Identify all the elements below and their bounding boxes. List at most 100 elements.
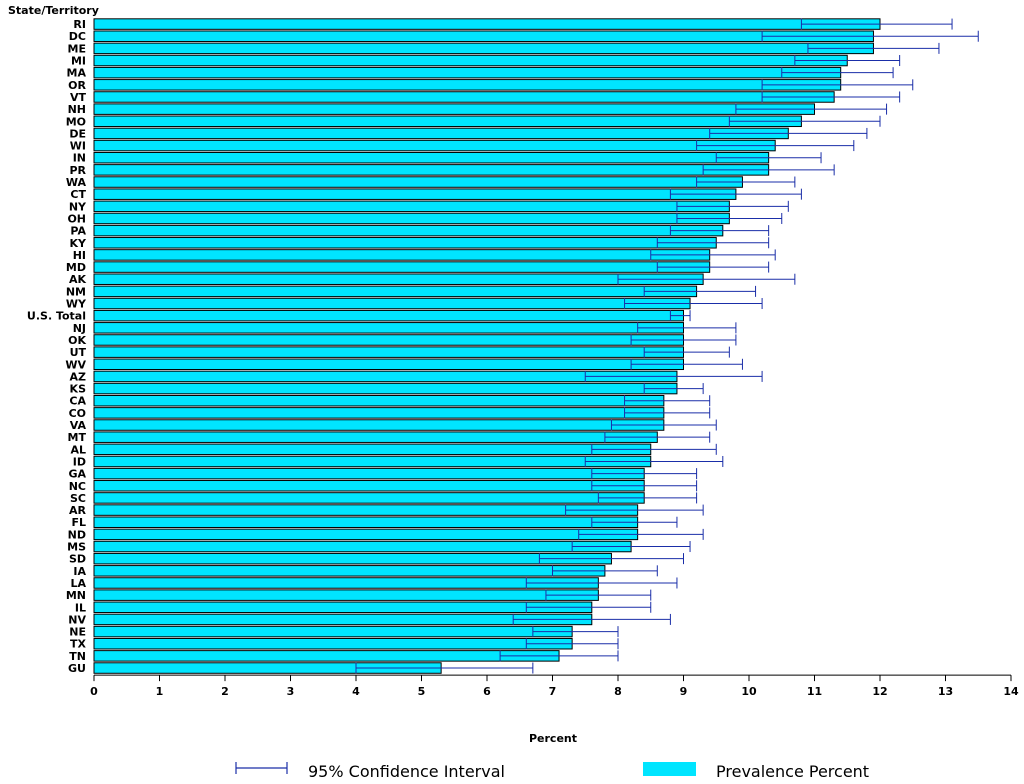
error-bar bbox=[794, 55, 901, 67]
category-label: AK bbox=[69, 273, 87, 286]
error-bar bbox=[565, 504, 704, 516]
bar bbox=[93, 431, 658, 443]
bar bbox=[93, 115, 802, 128]
x-tick-label: 9 bbox=[680, 685, 688, 698]
bar bbox=[93, 528, 639, 541]
category-label: NJ bbox=[73, 322, 86, 335]
x-axis-title: Percent bbox=[529, 732, 577, 745]
x-axis-ticks: 0 1 2 3 4 5 6 7 8 9 10 11 12 13 14 bbox=[90, 675, 1019, 698]
category-label: CA bbox=[69, 395, 86, 408]
category-label: VT bbox=[70, 91, 87, 104]
category-label: DC bbox=[69, 30, 86, 43]
error-bar bbox=[525, 577, 678, 589]
error-bar bbox=[512, 613, 671, 625]
bar bbox=[93, 212, 730, 225]
error-bar bbox=[578, 528, 704, 540]
x-tick-label: 4 bbox=[352, 685, 360, 698]
x-tick-label: 12 bbox=[872, 685, 887, 698]
category-label: AZ bbox=[70, 370, 87, 383]
error-bar bbox=[656, 237, 770, 249]
category-label: NH bbox=[68, 103, 86, 116]
category-label: HI bbox=[73, 249, 86, 262]
category-label: NM bbox=[66, 285, 86, 298]
bar bbox=[93, 91, 835, 103]
error-bar bbox=[624, 395, 711, 407]
bar bbox=[93, 176, 743, 188]
bar bbox=[93, 249, 711, 261]
category-label: MS bbox=[67, 541, 86, 554]
error-bar bbox=[761, 30, 979, 42]
x-tick-label: 8 bbox=[614, 685, 622, 698]
error-bars-layer bbox=[355, 18, 979, 674]
category-label: IL bbox=[75, 601, 86, 614]
x-tick-label: 7 bbox=[549, 685, 557, 698]
category-label: VA bbox=[70, 419, 87, 432]
bar bbox=[93, 394, 665, 407]
x-tick-label: 10 bbox=[741, 685, 757, 698]
bar bbox=[93, 273, 704, 285]
bar bbox=[93, 650, 560, 662]
bar bbox=[93, 224, 724, 237]
category-label: OK bbox=[68, 334, 86, 347]
error-bar bbox=[637, 322, 737, 334]
category-label: IN bbox=[73, 152, 86, 165]
bar bbox=[93, 79, 842, 91]
category-label: LA bbox=[70, 577, 86, 590]
category-label: NY bbox=[69, 200, 87, 213]
error-bar bbox=[643, 383, 704, 395]
error-bar bbox=[532, 626, 619, 638]
error-bar bbox=[656, 261, 770, 273]
category-label: IA bbox=[73, 565, 86, 578]
bar bbox=[93, 285, 698, 298]
error-bar bbox=[545, 589, 652, 601]
legend-ci-label: 95% Confidence Interval bbox=[308, 762, 505, 781]
error-bar bbox=[630, 358, 743, 370]
error-bar bbox=[735, 103, 888, 115]
error-bar bbox=[525, 601, 652, 613]
bar bbox=[93, 552, 612, 565]
category-label: PA bbox=[70, 225, 86, 238]
bar bbox=[93, 516, 639, 528]
error-bar bbox=[624, 298, 763, 310]
category-label: TN bbox=[69, 650, 86, 663]
bar bbox=[93, 407, 665, 419]
bar bbox=[93, 492, 645, 504]
error-bar bbox=[552, 565, 658, 577]
bar bbox=[93, 18, 881, 30]
bar bbox=[93, 103, 815, 115]
x-tick-label: 3 bbox=[287, 685, 295, 698]
bar bbox=[93, 54, 848, 67]
legend-prevalence-swatch bbox=[643, 762, 696, 776]
bar bbox=[93, 200, 730, 213]
category-label: NV bbox=[68, 613, 86, 626]
category-label: NE bbox=[69, 626, 86, 639]
category-label: WY bbox=[66, 298, 87, 311]
error-bar bbox=[591, 516, 678, 528]
error-bar bbox=[584, 370, 763, 382]
bar bbox=[93, 625, 573, 638]
error-bar bbox=[584, 455, 724, 467]
x-tick-label: 5 bbox=[418, 685, 426, 698]
bar bbox=[93, 237, 717, 249]
category-label: MN bbox=[66, 589, 86, 602]
error-bar bbox=[604, 431, 711, 443]
bar bbox=[93, 139, 776, 152]
bar bbox=[93, 188, 737, 200]
bar bbox=[93, 261, 711, 273]
category-label: GA bbox=[68, 468, 86, 481]
bar bbox=[93, 309, 684, 322]
error-bar bbox=[499, 650, 619, 662]
error-bar bbox=[696, 176, 796, 188]
bar bbox=[93, 589, 599, 601]
category-label: UT bbox=[70, 346, 87, 359]
error-bar bbox=[597, 492, 698, 504]
category-label: ID bbox=[73, 455, 86, 468]
error-bar bbox=[630, 334, 737, 346]
error-bar bbox=[676, 212, 783, 224]
bar bbox=[93, 42, 874, 55]
x-tick-label: 1 bbox=[156, 685, 164, 698]
category-labels: RIDCMEMIMAORVTNHMODEWIINPRWACTNYOHPAKYHI… bbox=[27, 18, 87, 675]
error-bar bbox=[800, 18, 953, 30]
category-label: NC bbox=[69, 480, 86, 493]
category-label: SC bbox=[70, 492, 86, 505]
